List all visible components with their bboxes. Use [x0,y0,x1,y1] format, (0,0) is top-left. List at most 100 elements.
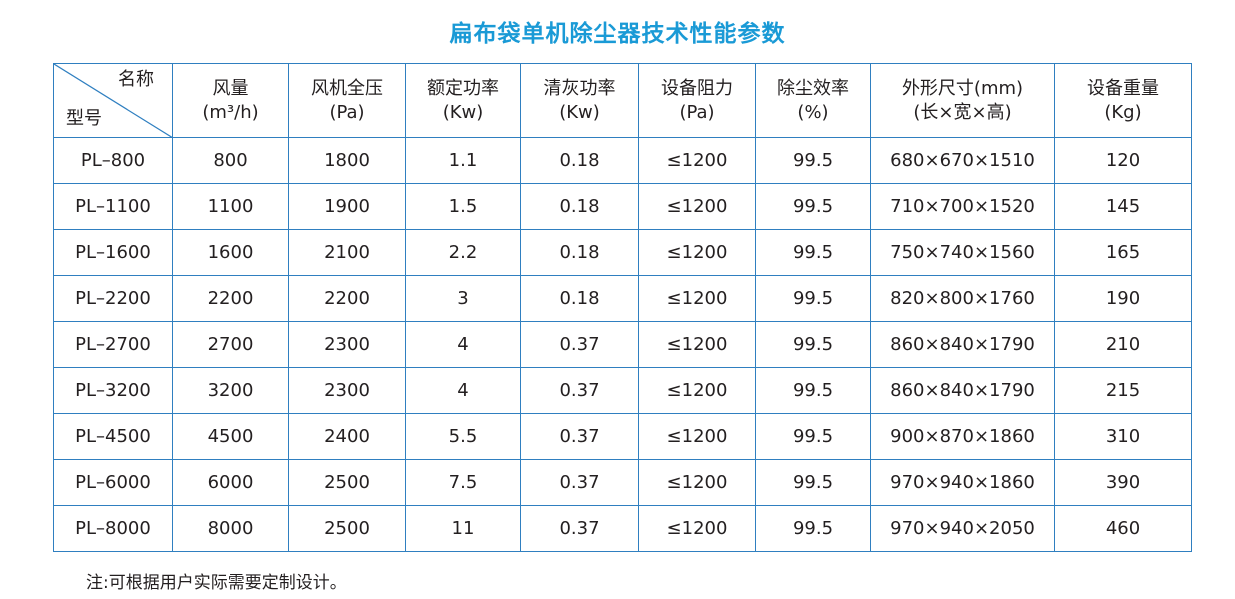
cell: 310 [1054,413,1192,460]
corner-top: 名称 [118,69,154,90]
cell: 145 [1054,183,1192,230]
diagonal [54,64,173,138]
cell: 1100 [172,183,289,230]
header-cell: 清灰功率 (Kw) [520,63,639,138]
cell: 210 [1054,321,1192,368]
cell: 4 [405,321,521,368]
header-cell: 额定功率 (Kw) [405,63,521,138]
cell: 11 [405,505,521,552]
spec-table: 名称 型号 风量 (m³/h) 风机全压 (Pa) 额定功率 (Kw) 清灰功率 (Kw) 设备阻力… [53,63,1192,552]
cell: 750×740×1560 [870,229,1055,276]
cell: 860×840×1790 [870,367,1055,414]
data-row: PL–1600 1600 2100 2.2 0.18 ≤1200 99.5 750×740×1… [53,229,1192,276]
data-row: PL–800 800 1800 1.1 0.18 ≤1200 99.5 680×670×151… [53,137,1192,184]
cell: 0.18 [520,137,639,184]
data-row: PL–6000 6000 2500 7.5 0.37 ≤1200 99.5 970×940×1… [53,459,1192,506]
header-line: (Pa) [679,101,715,123]
cell: 2200 [288,275,406,322]
cell: 2500 [288,459,406,506]
cell: PL–3200 [53,367,173,414]
header-line: 清灰功率 [543,77,616,99]
header-cell: 设备重量 (Kg) [1054,63,1192,138]
cell: 6000 [172,459,289,506]
cell: 3 [405,275,521,322]
cell: 2100 [288,229,406,276]
cell: 99.5 [755,505,871,552]
header-line: 设备重量 [1087,77,1159,99]
cell: 0.37 [520,413,639,460]
cell: 680×670×1510 [870,137,1055,184]
cell: 0.37 [520,321,639,368]
cell: ≤1200 [638,413,756,460]
cell: 99.5 [755,229,871,276]
cell: 0.18 [520,275,639,322]
header-line: 外形尺寸(mm) [901,77,1024,99]
corner-cell: 名称 型号 [53,63,173,138]
header-cell: 风量 (m³/h) [172,63,289,138]
title: 扁布袋单机除尘器技术性能参数 [449,21,786,47]
cell: ≤1200 [638,229,756,276]
header-cell: 除尘效率 (%) [755,63,871,138]
cell: 3200 [172,367,289,414]
data-row: PL–2200 2200 2200 3 0.18 ≤1200 99.5 820×800×176… [53,275,1192,322]
table-body: 名称 型号 风量 (m³/h) 风机全压 (Pa) 额定功率 (Kw) 清灰功率 (Kw) 设备阻力… [53,63,1192,552]
cell: 1.5 [405,183,521,230]
header-row: 名称 型号 风量 (m³/h) 风机全压 (Pa) 额定功率 (Kw) 清灰功率 (Kw) 设备阻力… [53,63,1192,138]
cell: 900×870×1860 [870,413,1055,460]
cell: 2400 [288,413,406,460]
cell: 99.5 [755,183,871,230]
cell: 99.5 [755,275,871,322]
cell: ≤1200 [638,137,756,184]
note: 注:可根据用户实际需要定制设计。 [86,573,347,593]
data-row: PL–1100 1100 1900 1.5 0.18 ≤1200 99.5 710×700×1… [53,183,1192,230]
cell: 460 [1054,505,1192,552]
header-line: (%) [797,101,829,123]
cell: PL–1100 [53,183,173,230]
cell: 99.5 [755,367,871,414]
cell: 970×940×1860 [870,459,1055,506]
header-line: 风量 [212,77,249,99]
header-line: 风机全压 [311,77,383,99]
cell: ≤1200 [638,459,756,506]
cell: 1900 [288,183,406,230]
cell: 0.18 [520,229,639,276]
cell: 99.5 [755,137,871,184]
header-line: (Pa) [329,101,365,123]
cell: 99.5 [755,413,871,460]
cell: ≤1200 [638,367,756,414]
header-line: (Kw) [559,101,600,123]
header-line: (长×宽×高) [913,101,1012,123]
cell: PL–8000 [53,505,173,552]
cell: 99.5 [755,459,871,506]
cell: 2700 [172,321,289,368]
cell: 7.5 [405,459,521,506]
header-cell: 风机全压 (Pa) [288,63,406,138]
cell: 390 [1054,459,1192,506]
data-row: PL–8000 8000 2500 11 0.37 ≤1200 99.5 970×940×20… [53,505,1192,552]
cell: ≤1200 [638,275,756,322]
cell: 820×800×1760 [870,275,1055,322]
cell: 4 [405,367,521,414]
data-row: PL–3200 3200 2300 4 0.37 ≤1200 99.5 860×840×179… [53,367,1192,414]
cell: 215 [1054,367,1192,414]
cell: 0.37 [520,459,639,506]
cell: 800 [172,137,289,184]
cell: 0.18 [520,183,639,230]
cell: 8000 [172,505,289,552]
header-line: 额定功率 [427,77,499,99]
cell: PL–2200 [53,275,173,322]
cell: 2300 [288,367,406,414]
header-line: (Kg) [1104,101,1142,123]
cell: 1.1 [405,137,521,184]
cell: PL–1600 [53,229,173,276]
cell: 970×940×2050 [870,505,1055,552]
cell: 4500 [172,413,289,460]
cell: 5.5 [405,413,521,460]
cell: 190 [1054,275,1192,322]
cell: ≤1200 [638,183,756,230]
header-line: (m³/h) [202,101,259,123]
cell: 2200 [172,275,289,322]
cell: 2300 [288,321,406,368]
cell: PL–2700 [53,321,173,368]
